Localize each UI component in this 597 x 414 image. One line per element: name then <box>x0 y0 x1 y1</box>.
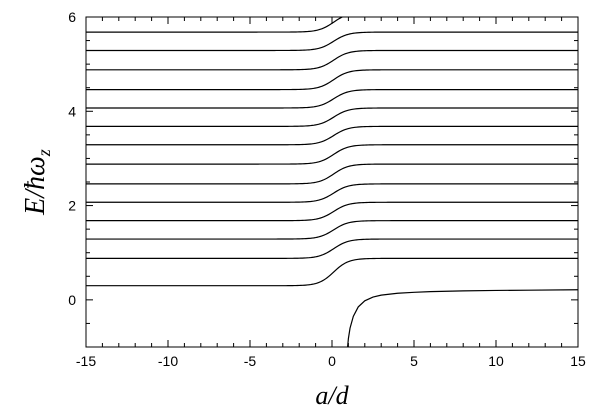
energy-curves <box>86 17 578 347</box>
x-tick-label: 5 <box>410 353 418 369</box>
y-axis-title-main: E/ħω <box>20 156 51 216</box>
energy-curve-9 <box>86 107 578 127</box>
energy-curve-3 <box>86 220 578 240</box>
x-tick-label: 0 <box>328 353 336 369</box>
energy-curve-4 <box>86 201 578 222</box>
bound-state-curve <box>346 289 578 347</box>
y-tick-labels: 0 2 4 6 <box>68 9 76 308</box>
energy-curve-12 <box>86 49 578 71</box>
energy-curve-6 <box>86 163 578 185</box>
x-tick-label: -10 <box>158 353 178 369</box>
energy-curve-8 <box>86 125 578 146</box>
x-tick-label: -5 <box>244 353 257 369</box>
x-tick-labels: -15 -10 -5 0 5 10 15 <box>76 353 586 369</box>
plot-frame <box>85 16 579 348</box>
energy-curve-13 <box>86 31 578 52</box>
y-tick-label: 4 <box>68 103 76 119</box>
svg-text:E/ħωz: E/ħωz <box>20 149 54 216</box>
x-tick-label: 15 <box>570 353 586 369</box>
energy-curve-10 <box>86 89 578 109</box>
energy-curve-11 <box>86 69 578 91</box>
x-axis-title: a/d <box>315 381 349 410</box>
axis-ticks <box>85 16 579 348</box>
y-axis-title-subscript: z <box>34 149 54 157</box>
y-tick-label: 0 <box>68 292 76 308</box>
x-tick-label: 10 <box>488 353 504 369</box>
y-axis-title: E/ħωz <box>20 149 54 216</box>
y-tick-label: 2 <box>68 198 76 214</box>
energy-curve-5 <box>86 183 578 203</box>
x-tick-label: -15 <box>76 353 96 369</box>
energy-curve-2 <box>86 238 578 259</box>
energy-curve-7 <box>86 144 578 165</box>
energy-curve-1 <box>86 257 578 287</box>
y-tick-label: 6 <box>68 9 76 25</box>
